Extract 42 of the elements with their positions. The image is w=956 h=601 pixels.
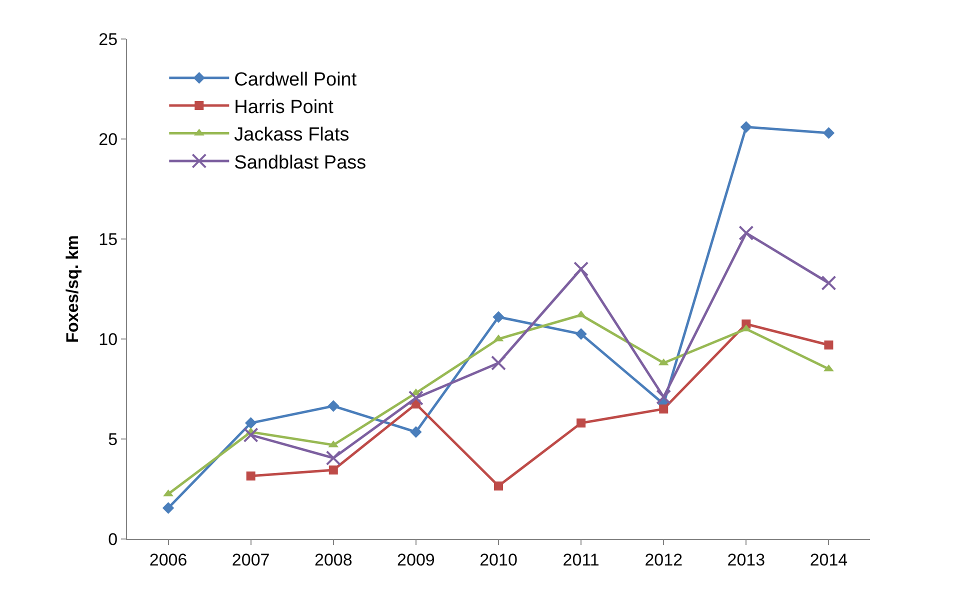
point	[574, 262, 589, 276]
y-tick-label: 5	[108, 430, 118, 449]
point	[243, 428, 258, 442]
x-tick-label: 2012	[644, 550, 683, 570]
point	[162, 502, 174, 514]
x-tick-label: 2014	[810, 550, 848, 570]
y-tick-label: 0	[108, 530, 118, 549]
point	[491, 356, 506, 370]
legend-label: Harris Point	[234, 96, 334, 118]
point	[738, 226, 754, 240]
point	[408, 390, 424, 406]
legend-label: Cardwell Point	[234, 69, 358, 90]
x-tick-label: 2007	[232, 550, 270, 570]
legend-label: Jackass Flats	[234, 124, 350, 146]
x-tick-label: 2009	[397, 550, 435, 570]
point	[244, 417, 257, 429]
y-tick-label: 20	[98, 130, 118, 149]
x-tick-label: 2006	[149, 550, 188, 570]
y-tick-label: 25	[98, 30, 118, 49]
point	[575, 328, 587, 340]
x-tick-label: 2008	[314, 550, 352, 570]
point	[659, 404, 668, 414]
point	[656, 390, 672, 404]
point	[821, 276, 836, 290]
point	[328, 466, 338, 474]
point	[246, 472, 256, 480]
point	[740, 121, 752, 133]
legend-label: Sandblast Pass	[234, 152, 366, 174]
point	[410, 426, 422, 438]
point	[328, 400, 340, 412]
x-tick-label: 2013	[727, 550, 766, 570]
point	[326, 450, 341, 466]
y-tick-label: 15	[98, 230, 118, 249]
point	[492, 311, 504, 323]
x-tick-label: 2010	[480, 550, 518, 570]
y-axis-title: Foxes/sq. km	[63, 235, 82, 343]
point	[494, 482, 503, 490]
point	[824, 340, 834, 350]
x-tick-label: 2011	[562, 550, 600, 570]
point	[822, 127, 835, 139]
point	[576, 418, 586, 428]
y-tick-label: 10	[98, 330, 118, 349]
